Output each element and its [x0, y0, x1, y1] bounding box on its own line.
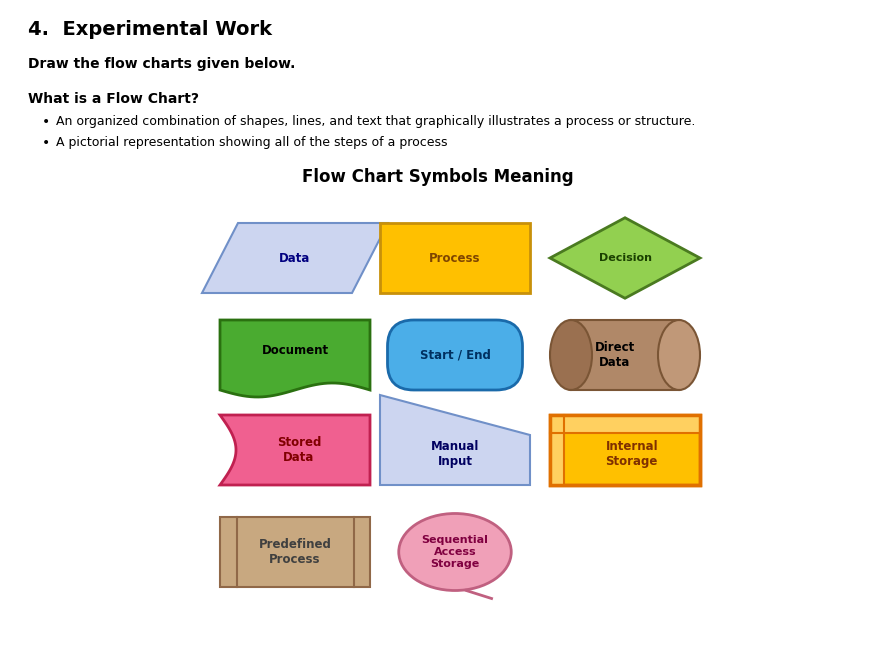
FancyBboxPatch shape: [220, 517, 370, 587]
Text: Data: Data: [279, 252, 310, 265]
Text: Start / End: Start / End: [419, 349, 490, 361]
Text: Flow Chart Symbols Meaning: Flow Chart Symbols Meaning: [303, 168, 574, 186]
FancyBboxPatch shape: [380, 223, 530, 293]
FancyBboxPatch shape: [388, 320, 523, 390]
Text: Document: Document: [261, 344, 329, 357]
FancyBboxPatch shape: [571, 320, 679, 390]
Polygon shape: [550, 218, 700, 298]
Text: Draw the flow charts given below.: Draw the flow charts given below.: [28, 57, 296, 71]
Ellipse shape: [550, 320, 592, 390]
Text: Stored
Data: Stored Data: [277, 436, 321, 464]
Text: Direct
Data: Direct Data: [595, 341, 635, 369]
Text: •: •: [42, 115, 50, 129]
Ellipse shape: [399, 514, 511, 591]
Text: Manual
Input: Manual Input: [431, 440, 479, 468]
Text: An organized combination of shapes, lines, and text that graphically illustrates: An organized combination of shapes, line…: [56, 115, 695, 128]
Text: •: •: [42, 136, 50, 150]
PathPatch shape: [220, 415, 370, 485]
Ellipse shape: [658, 320, 700, 390]
Text: 4.  Experimental Work: 4. Experimental Work: [28, 20, 272, 39]
Text: Predefined
Process: Predefined Process: [259, 538, 332, 566]
Text: Sequential
Access
Storage: Sequential Access Storage: [422, 535, 488, 569]
Text: A pictorial representation showing all of the steps of a process: A pictorial representation showing all o…: [56, 136, 447, 149]
Text: Process: Process: [429, 252, 481, 265]
PathPatch shape: [220, 320, 370, 397]
Polygon shape: [380, 395, 530, 485]
FancyBboxPatch shape: [550, 415, 700, 485]
Text: Decision: Decision: [598, 253, 652, 263]
Text: What is a Flow Chart?: What is a Flow Chart?: [28, 92, 199, 106]
Text: Internal
Storage: Internal Storage: [605, 440, 658, 468]
Polygon shape: [202, 223, 388, 293]
